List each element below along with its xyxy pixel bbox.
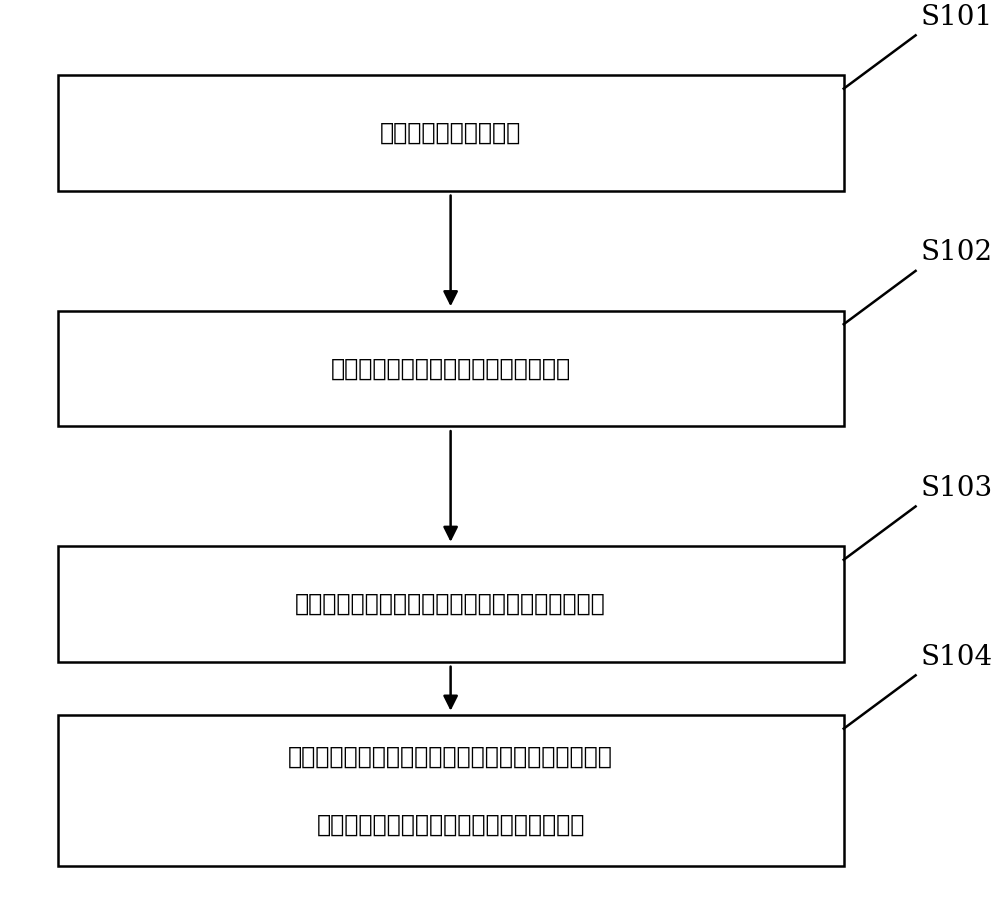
Text: S102: S102 <box>920 239 993 266</box>
Bar <box>58 311 844 427</box>
Text: 在所述有机膜层上形成第一透明导电层: 在所述有机膜层上形成第一透明导电层 <box>331 356 571 381</box>
Text: 在所述第一透明导电层上形成具有一开口的光刻胶: 在所述第一透明导电层上形成具有一开口的光刻胶 <box>295 593 606 616</box>
Text: S101: S101 <box>920 4 993 31</box>
Text: S104: S104 <box>920 644 993 671</box>
Bar <box>58 715 844 867</box>
Text: 在基板上形成有机膜层: 在基板上形成有机膜层 <box>380 121 521 145</box>
Text: S103: S103 <box>920 475 993 502</box>
Text: 膜层进行图案化以形成第一过孔和第二过孔: 膜层进行图案化以形成第一过孔和第二过孔 <box>316 813 585 837</box>
Bar <box>58 76 844 191</box>
Bar <box>58 547 844 662</box>
Text: 以所述光刻胶为掩膜，对所述第一透明导电层和有机: 以所述光刻胶为掩膜，对所述第一透明导电层和有机 <box>288 745 613 769</box>
